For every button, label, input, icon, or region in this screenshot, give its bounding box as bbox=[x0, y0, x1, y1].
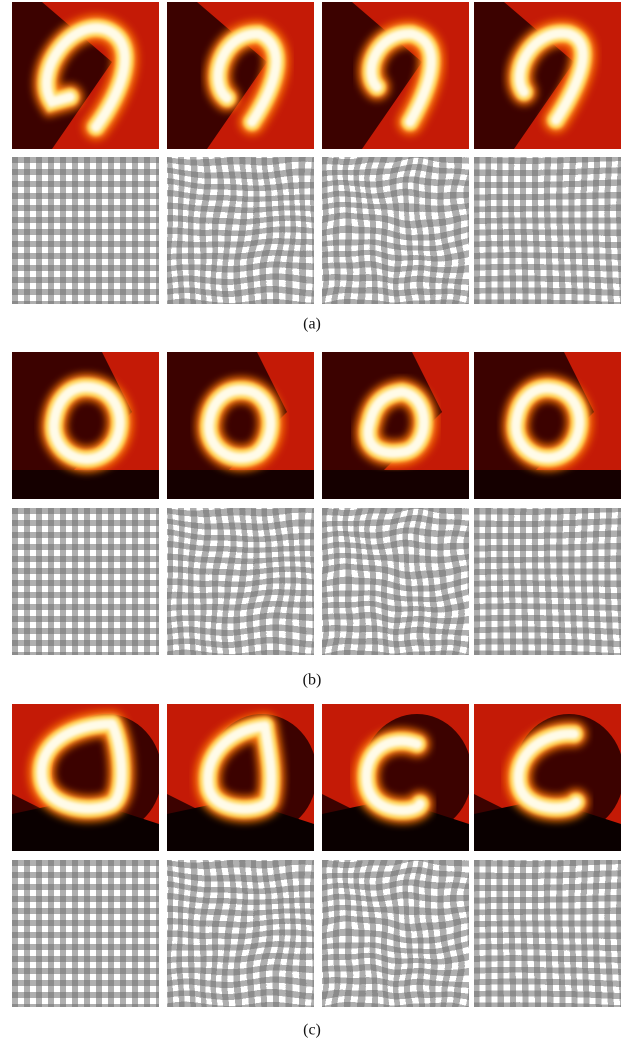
heat-image bbox=[474, 704, 624, 851]
grid-content bbox=[464, 850, 624, 1017]
deformation-grid bbox=[464, 850, 624, 1017]
checkerboard bbox=[464, 147, 624, 314]
deformation-grid bbox=[2, 498, 169, 665]
dark-region bbox=[167, 470, 314, 499]
checkerboard bbox=[464, 498, 624, 665]
panel-label: (a) bbox=[303, 316, 321, 333]
heat-image bbox=[474, 2, 621, 149]
checkerboard bbox=[464, 850, 624, 1017]
checkerboard bbox=[2, 850, 169, 1017]
grid-content bbox=[2, 498, 169, 665]
grid-content bbox=[312, 498, 479, 665]
grid-content bbox=[157, 147, 324, 314]
deformation-grid bbox=[464, 498, 624, 665]
deformation-grid bbox=[2, 850, 169, 1017]
grid-content bbox=[2, 147, 169, 314]
grid-content bbox=[464, 147, 624, 314]
grid-content bbox=[312, 850, 479, 1017]
heat-image bbox=[167, 2, 314, 149]
deformation-grid bbox=[157, 147, 324, 314]
heat-image bbox=[322, 704, 472, 851]
checkerboard bbox=[2, 147, 169, 314]
panel-label: (c) bbox=[303, 1022, 321, 1039]
figure: (a) (b) (c) bbox=[0, 0, 624, 1042]
image-content bbox=[167, 704, 317, 851]
image-content bbox=[474, 704, 624, 851]
grid-content bbox=[157, 498, 324, 665]
image-content bbox=[474, 2, 621, 149]
grid-content bbox=[157, 850, 324, 1017]
heat-image bbox=[12, 704, 162, 851]
heat-image bbox=[167, 704, 317, 851]
dark-region bbox=[474, 470, 621, 499]
deformation-grid bbox=[312, 498, 479, 665]
grid-content bbox=[464, 498, 624, 665]
checkerboard bbox=[312, 147, 479, 314]
heat-image bbox=[12, 2, 159, 149]
image-content bbox=[167, 352, 314, 499]
checkerboard bbox=[157, 850, 324, 1017]
heat-image bbox=[167, 352, 314, 499]
image-content bbox=[322, 2, 469, 149]
panels: (a) (b) (c) bbox=[2, 2, 624, 1039]
grid-content bbox=[2, 850, 169, 1017]
image-content bbox=[167, 2, 314, 149]
heat-image bbox=[12, 352, 159, 499]
grid-content bbox=[312, 147, 479, 314]
checkerboard bbox=[2, 498, 169, 665]
heat-image bbox=[322, 352, 469, 499]
panel-label: (b) bbox=[303, 672, 322, 689]
checkerboard bbox=[157, 498, 324, 665]
deformation-grid bbox=[157, 850, 324, 1017]
image-content bbox=[12, 352, 159, 499]
image-content bbox=[322, 704, 472, 851]
image-content bbox=[474, 352, 621, 499]
deformation-grid bbox=[312, 850, 479, 1017]
image-content bbox=[12, 2, 159, 149]
heat-image bbox=[322, 2, 469, 149]
deformation-grid bbox=[2, 147, 169, 314]
checkerboard bbox=[312, 498, 479, 665]
checkerboard bbox=[312, 850, 479, 1017]
deformation-grid bbox=[464, 147, 624, 314]
image-content bbox=[12, 704, 162, 851]
deformation-grid bbox=[312, 147, 479, 314]
dark-region bbox=[12, 470, 159, 499]
image-content bbox=[322, 352, 469, 499]
heat-image bbox=[474, 352, 621, 499]
checkerboard bbox=[157, 147, 324, 314]
dark-region bbox=[322, 470, 469, 499]
deformation-grid bbox=[157, 498, 324, 665]
